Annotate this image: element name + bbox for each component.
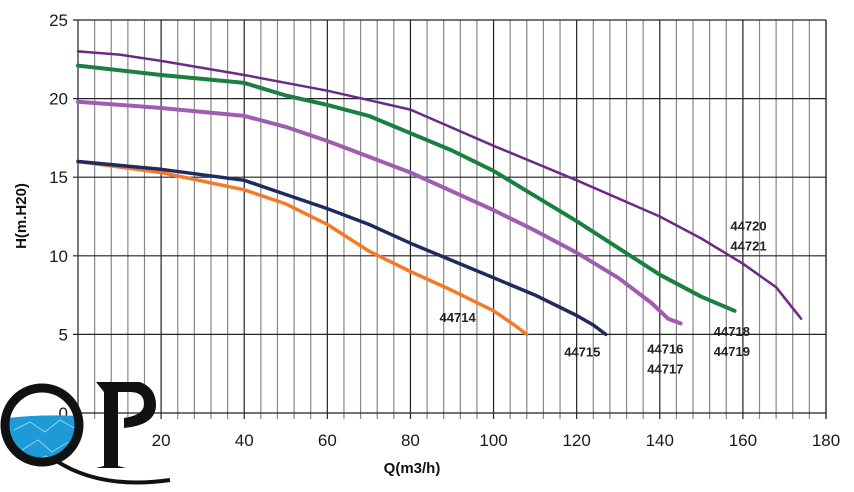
x-tick-label: 40 — [235, 431, 254, 450]
x-tick-label: 60 — [318, 431, 337, 450]
series-line-44718 — [76, 63, 737, 313]
series-annotation: 44719 — [714, 344, 750, 359]
x-tick-label: 20 — [152, 431, 171, 450]
series-line-44714 — [76, 159, 529, 337]
y-tick-label: 5 — [59, 325, 68, 344]
series-annotation: 44720 — [730, 219, 766, 234]
y-axis-label: H(m.H20) — [13, 183, 30, 249]
annotations: 44714 44715 44716 44717 44718 44719 44720 44721 — [440, 219, 767, 377]
series-annotation: 44718 — [714, 324, 750, 339]
tick-labels: 20 40 60 80 100 120 140 160 180 0 5 10 15 20 25 — [49, 11, 840, 450]
qp-logo — [0, 382, 171, 485]
x-tick-label: 120 — [562, 431, 590, 450]
x-tick-label: 100 — [479, 431, 507, 450]
x-tick-label: 160 — [729, 431, 757, 450]
series-annotation: 44716 — [647, 341, 683, 356]
series-annotation: 44715 — [564, 344, 600, 359]
y-tick-label: 20 — [49, 90, 68, 109]
series-line-44715 — [76, 159, 608, 337]
y-tick-label: 10 — [49, 247, 68, 266]
y-tick-label: 0 — [59, 404, 68, 423]
series-annotation: 44717 — [647, 361, 683, 376]
series-annotation: 44721 — [730, 239, 766, 254]
x-tick-label: 180 — [812, 431, 840, 450]
series-line-44720 — [76, 50, 803, 320]
x-tick-label: 80 — [401, 431, 420, 450]
grid — [73, 19, 827, 419]
y-tick-label: 25 — [49, 11, 68, 30]
y-tick-label: 15 — [49, 168, 68, 187]
series-annotation: 44714 — [440, 310, 477, 325]
x-axis-label: Q(m3/h) — [384, 460, 441, 477]
series-group — [76, 50, 803, 337]
x-tick-label: 140 — [646, 431, 674, 450]
series-line-44716 — [76, 99, 683, 326]
